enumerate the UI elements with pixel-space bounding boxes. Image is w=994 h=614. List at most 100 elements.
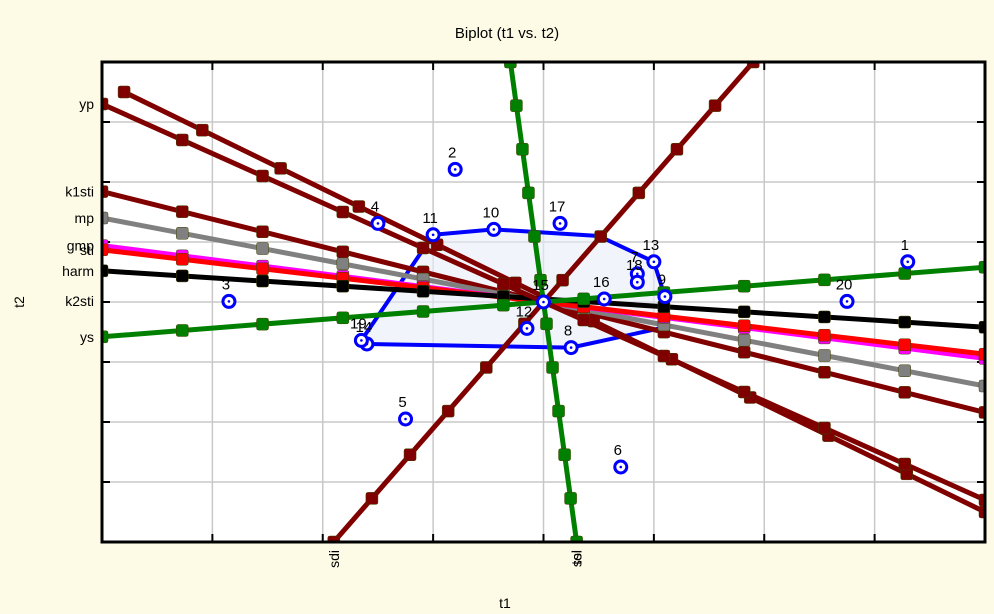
point-label: 10 bbox=[482, 204, 499, 221]
vector-marker bbox=[441, 404, 455, 418]
vector-marker bbox=[176, 133, 189, 147]
data-point: 9 bbox=[657, 272, 673, 305]
vector-marker bbox=[176, 227, 189, 240]
data-point: 18 bbox=[626, 257, 645, 290]
vector-marker bbox=[117, 85, 131, 99]
point-label: 13 bbox=[643, 237, 660, 254]
vector-marker bbox=[737, 345, 751, 359]
point-label: 19 bbox=[350, 315, 367, 332]
point-center bbox=[558, 222, 562, 225]
vector-marker bbox=[336, 279, 350, 293]
data-point: 5 bbox=[398, 394, 414, 427]
vector-marker bbox=[594, 230, 607, 243]
vector-marker bbox=[274, 162, 287, 175]
point-label: 5 bbox=[398, 394, 406, 411]
point-center bbox=[602, 297, 606, 301]
vector-marker bbox=[564, 492, 577, 505]
point-center bbox=[360, 339, 363, 342]
vector-marker bbox=[708, 99, 722, 112]
vector-marker bbox=[737, 279, 751, 293]
vector-marker bbox=[416, 285, 430, 298]
y-tick-label: gmp bbox=[67, 238, 94, 254]
y-tick-label: k1sti bbox=[65, 184, 94, 200]
y-tick-label: mp bbox=[75, 210, 95, 226]
vector-marker bbox=[898, 386, 911, 399]
hull-outline bbox=[359, 227, 667, 350]
y-tick-label: ys bbox=[80, 329, 94, 345]
data-point: 6 bbox=[613, 442, 629, 475]
vector-marker bbox=[898, 315, 911, 329]
data-point: 16 bbox=[593, 274, 612, 307]
point-center bbox=[652, 260, 656, 264]
point-label: 9 bbox=[658, 272, 666, 289]
vector-marker bbox=[256, 274, 269, 288]
vector-marker bbox=[176, 253, 189, 266]
vector-marker bbox=[403, 448, 417, 461]
point-center bbox=[404, 417, 407, 421]
point-center bbox=[569, 346, 573, 349]
vector-marker bbox=[577, 292, 590, 306]
data-point: 1 bbox=[900, 237, 916, 270]
point-center bbox=[619, 465, 623, 469]
vector-marker bbox=[196, 123, 209, 137]
data-point: 17 bbox=[549, 198, 568, 231]
vector-marker bbox=[818, 310, 831, 324]
x-tick-label: sdi bbox=[326, 550, 342, 568]
data-point: 4 bbox=[370, 198, 386, 231]
vector-marker bbox=[552, 404, 565, 418]
y-tick-label: sti bbox=[80, 242, 94, 258]
data-point: 12 bbox=[516, 303, 535, 336]
data-point: 20 bbox=[836, 276, 855, 309]
vector-marker bbox=[365, 492, 379, 505]
point-center bbox=[906, 260, 910, 264]
vector-marker bbox=[898, 364, 911, 377]
point-label: 12 bbox=[516, 303, 533, 320]
point-label: 7 bbox=[630, 249, 638, 266]
plot-frame bbox=[100, 60, 987, 544]
vector-marker bbox=[510, 99, 523, 112]
vector-marker bbox=[256, 242, 269, 255]
data-point: 13 bbox=[643, 237, 662, 270]
y-tick-label: k2sti bbox=[65, 293, 94, 309]
vector-marker bbox=[352, 200, 366, 213]
point-label: 1 bbox=[901, 237, 909, 254]
point-label: 3 bbox=[222, 276, 230, 293]
point-center bbox=[636, 272, 639, 276]
vector-marker bbox=[416, 305, 430, 318]
point-label: 14 bbox=[356, 319, 373, 336]
data-point: 3 bbox=[221, 276, 237, 309]
vector-marker bbox=[577, 313, 590, 327]
vector-marker bbox=[256, 262, 269, 276]
vector-marker bbox=[818, 328, 831, 342]
vector-marker bbox=[737, 305, 751, 319]
data-point: 2 bbox=[447, 144, 463, 177]
x-axis-label: t1 bbox=[499, 595, 511, 611]
vector-marker bbox=[534, 273, 547, 287]
x-tick-label: tol bbox=[569, 550, 585, 565]
point-label: 2 bbox=[448, 144, 456, 161]
vector-marker bbox=[336, 257, 350, 271]
chart-title: Biplot (t1 vs. t2) bbox=[455, 25, 559, 42]
vector-marker bbox=[898, 338, 911, 351]
vector-marker bbox=[528, 230, 541, 243]
point-label: 20 bbox=[836, 276, 853, 293]
vector-marker bbox=[558, 448, 571, 461]
vector-marker bbox=[336, 311, 350, 325]
vector-marker bbox=[256, 169, 269, 183]
y-tick-label: harm bbox=[62, 263, 94, 279]
point-center bbox=[663, 295, 667, 298]
data-point: 19 bbox=[350, 315, 369, 348]
vector-marker bbox=[497, 298, 510, 312]
vector-marker bbox=[818, 421, 831, 435]
vector-marker bbox=[818, 273, 831, 287]
vector-marker bbox=[516, 143, 529, 156]
vector-marker bbox=[540, 317, 553, 331]
vector-marker bbox=[176, 205, 189, 218]
point-label: 16 bbox=[593, 274, 610, 291]
vector-marker bbox=[256, 317, 269, 331]
vector-marker bbox=[336, 205, 350, 219]
vector-marker bbox=[898, 457, 911, 471]
vector-marker bbox=[556, 273, 569, 287]
